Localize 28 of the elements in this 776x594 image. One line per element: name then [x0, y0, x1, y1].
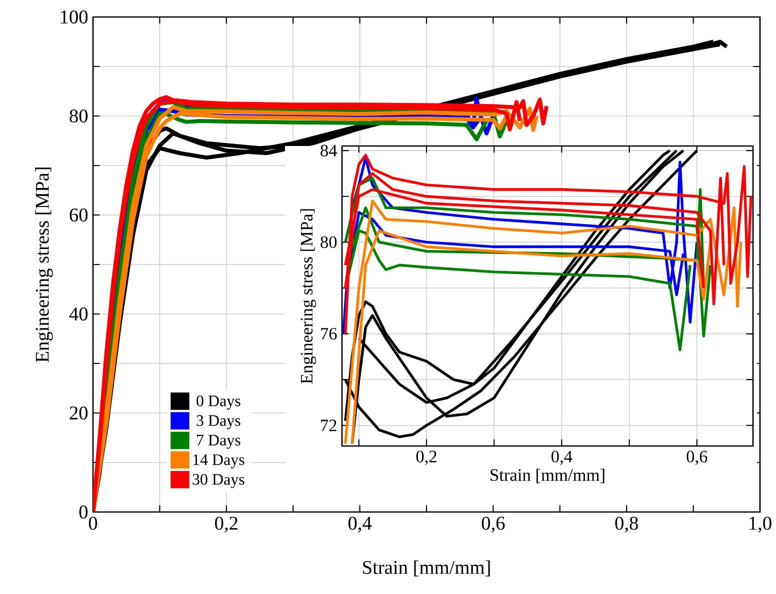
y-tick-label: 40	[69, 307, 88, 321]
legend-label: 3 Days	[196, 415, 240, 430]
x-tick-label: 1,0	[750, 516, 772, 533]
y-tick-label: 80	[70, 109, 88, 123]
legend-label: 7 Days	[197, 434, 240, 449]
x-tick-label: 0,2	[215, 516, 238, 533]
y-tick-label: 84	[320, 144, 338, 156]
x-tick-label: 0,6	[686, 450, 708, 465]
y-axis-title: Engineering stress [MPa]	[300, 209, 316, 384]
y-tick-label: 20	[70, 406, 88, 420]
x-tick-label: 0	[88, 516, 98, 530]
legend-label: 30 Days	[192, 474, 244, 488]
x-axis-title: Strain [mm/mm]	[490, 468, 604, 484]
x-tick-label: 0,2	[416, 450, 436, 465]
y-tick-label: 0	[79, 505, 88, 519]
legend-label: 14 Days	[193, 454, 244, 468]
y-tick-label: 60	[70, 208, 88, 222]
legend-label: 0 Days	[196, 395, 240, 410]
x-tick-label: 0,4	[348, 516, 372, 533]
x-axis-title: Strain [mm/mm]	[363, 560, 490, 576]
y-tick-label: 100	[60, 10, 88, 24]
y-tick-label: 80	[320, 236, 337, 248]
y-tick-label: 76	[321, 328, 337, 340]
x-tick-label: 0,4	[552, 450, 572, 465]
y-axis-title: Engineering stress [MPa]	[35, 168, 53, 362]
x-tick-label: 0,8	[615, 516, 638, 533]
x-tick-label: 0,6	[482, 516, 505, 533]
y-tick-label: 72	[321, 420, 336, 432]
